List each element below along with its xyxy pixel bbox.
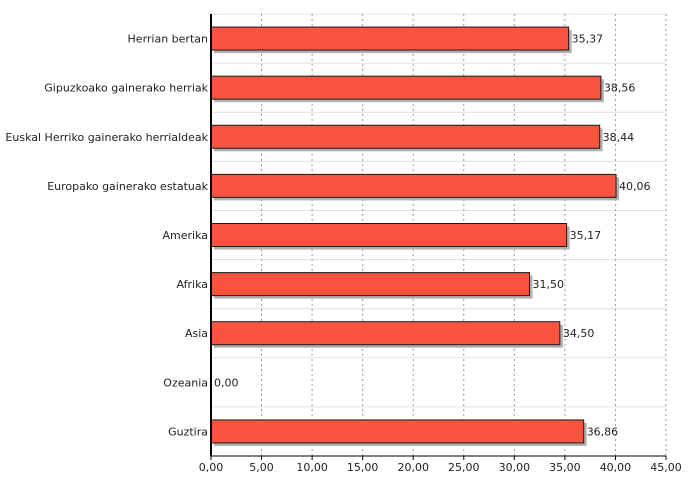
data-label: 0,00 <box>214 376 239 389</box>
category-label: Amerika <box>162 229 208 242</box>
x-tick-label: 15,00 <box>347 461 379 474</box>
data-label: 34,50 <box>563 327 595 340</box>
category-label: Europako gainerako estatuak <box>47 180 208 193</box>
x-tick-label: 30,00 <box>499 461 531 474</box>
data-label: 31,50 <box>533 278 565 291</box>
x-tick-label: 20,00 <box>397 461 429 474</box>
x-tick-label: 35,00 <box>549 461 581 474</box>
bar <box>210 419 585 444</box>
category-label: Ozeania <box>163 376 208 389</box>
data-label: 40,06 <box>619 180 651 193</box>
category-label: Gipuzkoako gainerako herriak <box>44 82 208 95</box>
x-tick-label: 40,00 <box>600 461 632 474</box>
x-tick-label: 45,00 <box>650 461 682 474</box>
category-label: Afrika <box>176 278 208 291</box>
category-label: Euskal Herriko gainerako herrialdeak <box>5 131 208 144</box>
category-label: Herrian bertan <box>128 33 208 46</box>
category-label: Guztira <box>168 425 208 438</box>
category-label: Asia <box>185 327 208 340</box>
bar <box>210 173 617 198</box>
bar <box>210 124 601 149</box>
bar <box>210 272 530 297</box>
x-tick-label: 5,00 <box>249 461 274 474</box>
x-tick-label: 0,00 <box>199 461 224 474</box>
bar <box>210 26 570 51</box>
bar <box>210 75 602 100</box>
bar <box>210 223 568 247</box>
data-label: 38,44 <box>603 131 635 144</box>
data-label: 35,17 <box>570 229 602 242</box>
bar <box>210 321 561 346</box>
x-tick-label: 10,00 <box>296 461 328 474</box>
data-label: 36,86 <box>587 425 619 438</box>
x-tick-label: 25,00 <box>448 461 480 474</box>
data-label: 35,37 <box>572 33 604 46</box>
data-label: 38,56 <box>604 82 636 95</box>
